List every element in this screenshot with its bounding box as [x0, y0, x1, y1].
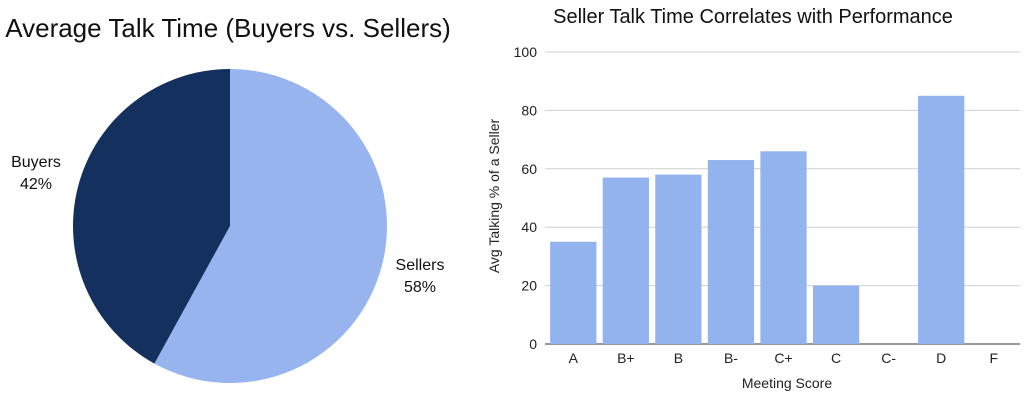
bar-B-: [707, 160, 755, 344]
bar-D: [918, 95, 965, 344]
pie-value-sellers: 58%: [404, 279, 436, 296]
pie-chart: Average Talk Time (Buyers vs. Sellers) B…: [5, 13, 451, 383]
x-tick-label: A: [569, 350, 579, 366]
x-tick-label: B: [674, 350, 683, 366]
y-axis-ticks: 0 20 40 60 80 100: [514, 44, 538, 352]
bar-C+: [760, 151, 807, 344]
x-tick-label: F: [989, 350, 998, 366]
y-tick-label: 0: [529, 336, 537, 352]
pie-label-buyers: Buyers: [11, 154, 61, 171]
x-axis-label: Meeting Score: [742, 375, 832, 391]
pie-chart-title: Average Talk Time (Buyers vs. Sellers): [5, 13, 451, 43]
y-tick-label: 20: [521, 278, 537, 294]
bar-series: [550, 95, 965, 344]
bar-A: [550, 241, 597, 344]
y-tick-label: 80: [521, 102, 537, 118]
bar-C: [812, 285, 860, 344]
pie-label-sellers: Sellers: [396, 257, 445, 274]
x-tick-label: D: [936, 350, 946, 366]
x-tick-label: B+: [617, 350, 635, 366]
x-tick-label: C+: [774, 350, 792, 366]
x-axis-ticks: A B+ B B- C+ C C- D F: [569, 350, 998, 366]
pie-slices: [72, 69, 387, 383]
bar-B: [655, 174, 702, 344]
y-tick-label: 100: [514, 44, 538, 60]
pie-slice-sellers: [154, 69, 387, 383]
pie-value-buyers: 42%: [20, 176, 52, 193]
bar-chart-title: Seller Talk Time Correlates with Perform…: [553, 6, 953, 28]
bar-chart: Seller Talk Time Correlates with Perform…: [486, 6, 1020, 391]
pie-slice-buyers: [72, 69, 230, 364]
y-axis-label: Avg Talking % of a Seller: [486, 118, 502, 273]
y-tick-label: 40: [521, 219, 537, 235]
bar-B+: [602, 177, 649, 344]
x-tick-label: B-: [724, 350, 738, 366]
x-tick-label: C: [831, 350, 841, 366]
pie-labels: Buyers 42% Sellers 58%: [11, 154, 444, 296]
x-tick-label: C-: [881, 350, 896, 366]
y-tick-label: 60: [521, 161, 537, 177]
